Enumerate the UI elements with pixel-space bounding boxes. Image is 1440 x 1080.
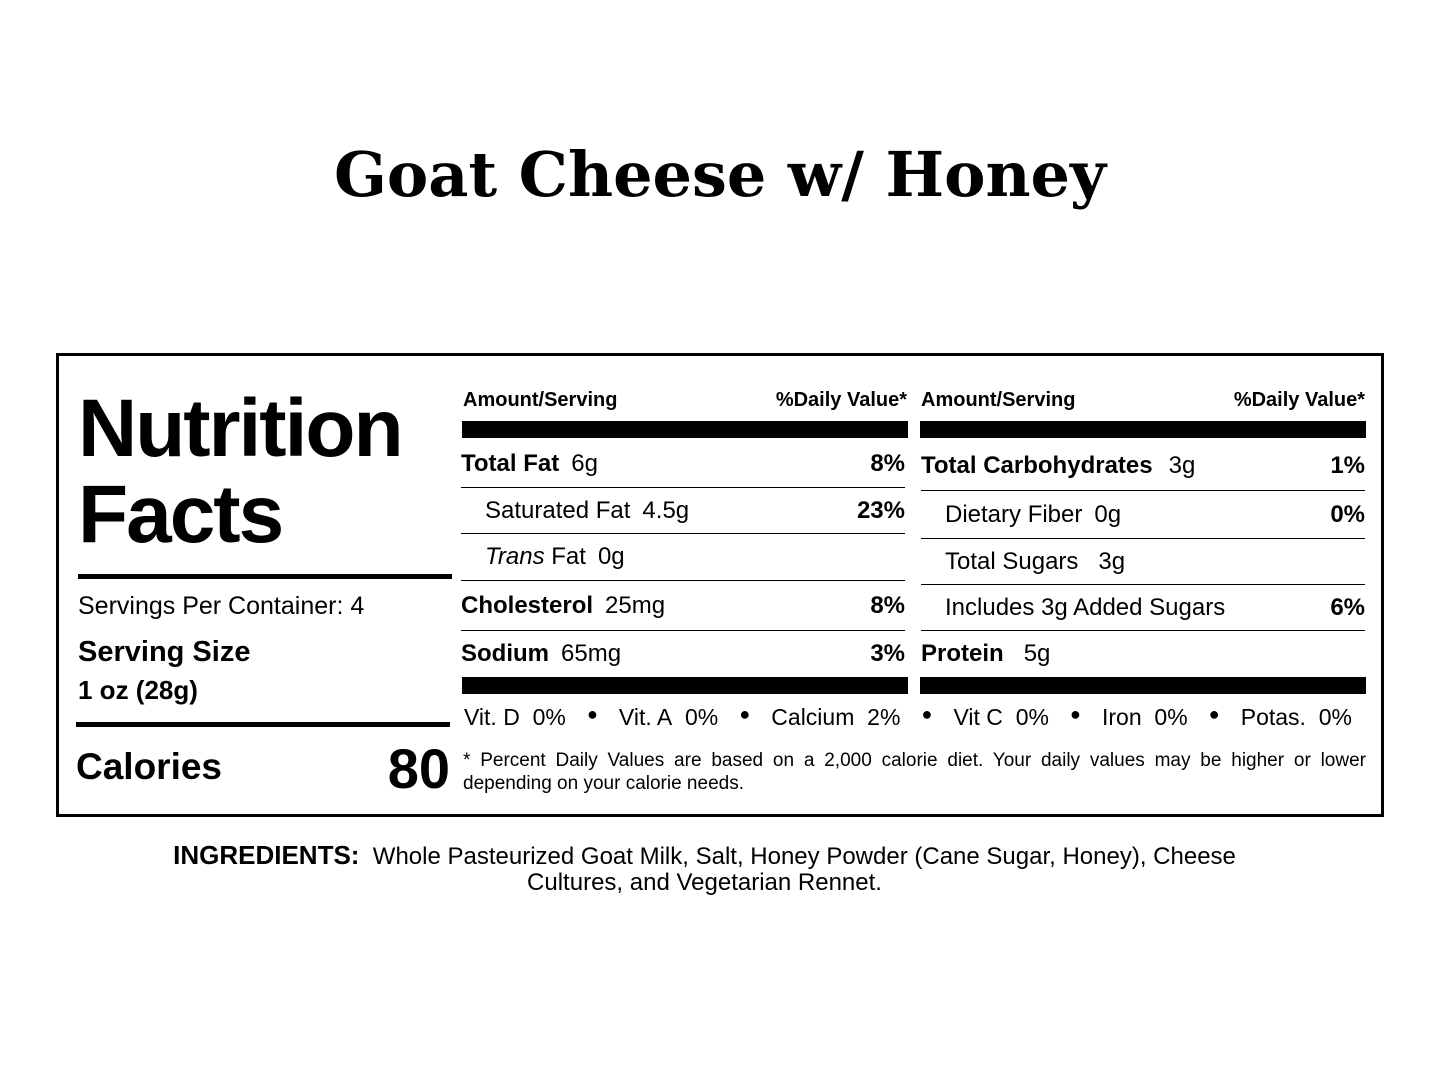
vitamin: Vit C 0% [953, 704, 1048, 731]
nutrition-label [56, 353, 1384, 817]
vitamin: Calcium 2% [771, 704, 900, 731]
vitamin: Vit. D 0% [464, 704, 566, 731]
amount: 0g [1094, 500, 1122, 528]
amount: 25mg [605, 591, 666, 619]
header: Amount/Serving [921, 389, 1076, 411]
amount: 5g [1023, 640, 1051, 667]
bar [462, 421, 908, 438]
name: Trans [485, 543, 545, 570]
name: Sodium [461, 640, 549, 667]
dv: 3% [870, 640, 905, 667]
amount: 3g [1098, 547, 1126, 575]
footnote: * Percent Daily Values are based on a 2,… [463, 750, 1366, 794]
name: Dietary Fiber [945, 500, 1083, 528]
vitamin-name: Vit C [953, 704, 1003, 730]
name: Fat [551, 543, 586, 570]
vitamin-value: 0% [1318, 704, 1352, 730]
name: Total Carbohydrates [921, 452, 1153, 479]
serving-size: 1 oz (28g) [78, 675, 198, 705]
dv: 23% [856, 496, 905, 524]
bar [462, 677, 908, 694]
vitamin: Vit. A 0% [619, 704, 718, 731]
nutrient-row: Trans Fat 0g [461, 534, 905, 581]
separator: ● [921, 704, 933, 724]
name: Includes 3g Added Sugars [945, 593, 1226, 621]
dv: 8% [870, 591, 905, 619]
separator: ● [586, 704, 598, 724]
dv: 8% [870, 449, 905, 477]
vitamin-name: Vit. D [464, 704, 520, 730]
name: Cholesterol [461, 591, 594, 619]
nutrient-row: Cholesterol 25mg 8% [461, 581, 905, 631]
header: %Daily Value* [775, 389, 907, 411]
header: Amount/Serving [463, 389, 618, 411]
calories: 80 [387, 737, 450, 800]
vitamin-value: 2% [867, 704, 901, 730]
serving-size-label: Serving Size [78, 636, 251, 668]
separator: ● [1208, 704, 1220, 724]
amount: 65mg [561, 640, 622, 667]
amount: 4.5g [642, 496, 690, 524]
ingredients-text: Whole Pasteurized Goat Milk, Salt, Honey… [372, 843, 1236, 896]
dv: 1% [1330, 452, 1365, 479]
dv: 6% [1330, 593, 1365, 621]
nutrient-row: Total Fat 6g 8% [461, 440, 905, 488]
vitamin-name: Iron [1102, 704, 1142, 730]
product-title: Goat Cheese w/ Honey [333, 138, 1107, 211]
nutrient-row: Protein 5g [921, 631, 1365, 677]
vitamin-value: 0% [1154, 704, 1188, 730]
ingredients: INGREDIENTS: Whole Pasteurized Goat Milk… [147, 842, 1262, 896]
nutrient-row: Saturated Fat 4.5g 23% [461, 488, 905, 534]
heading: Nutrition [78, 383, 404, 474]
amount: 6g [571, 449, 598, 477]
divider [76, 722, 450, 727]
vitamin: Potas. 0% [1241, 704, 1352, 731]
vitamin-value: 0% [1015, 704, 1049, 730]
name: Total Fat [461, 449, 560, 477]
separator: ● [1070, 704, 1081, 724]
vitamins: Vit. D 0% ● Vit. A 0% ● Calcium 2% ● Vit C 0% ●… [464, 704, 1352, 731]
servings: Servings Per Container: 4 [78, 592, 365, 620]
ingredients-label: INGREDIENTS: [173, 840, 360, 870]
vitamin-value: 0% [532, 704, 566, 730]
vitamin-name: Vit. A [618, 704, 673, 730]
heading: Facts [78, 469, 284, 560]
name: Total Sugars [945, 547, 1079, 575]
vitamin-name: Potas. [1240, 704, 1306, 730]
vitamin-value: 0% [684, 704, 719, 730]
name: Protein [921, 640, 1004, 667]
amount: 3g [1168, 452, 1196, 479]
dv: 0% [1330, 500, 1365, 528]
name: Saturated Fat [485, 496, 631, 524]
amount: 0g [597, 543, 625, 570]
nutrient-row: Dietary Fiber 0g 0% [921, 491, 1365, 539]
bar [920, 677, 1366, 694]
separator: ● [739, 704, 751, 724]
nutrient-row: Includes 3g Added Sugars 6% [921, 585, 1365, 631]
divider [78, 574, 452, 579]
nutrient-row: Total Carbohydrates 3g 1% [921, 442, 1365, 491]
bar [920, 421, 1366, 438]
nutrient-row: Sodium 65mg 3% [461, 631, 905, 677]
vitamin: Iron 0% [1102, 704, 1188, 731]
header: %Daily Value* [1233, 389, 1365, 411]
calories-label: Calories [76, 746, 223, 787]
vitamin-name: Calcium [771, 704, 855, 730]
nutrient-row: Total Sugars 3g [921, 539, 1365, 585]
